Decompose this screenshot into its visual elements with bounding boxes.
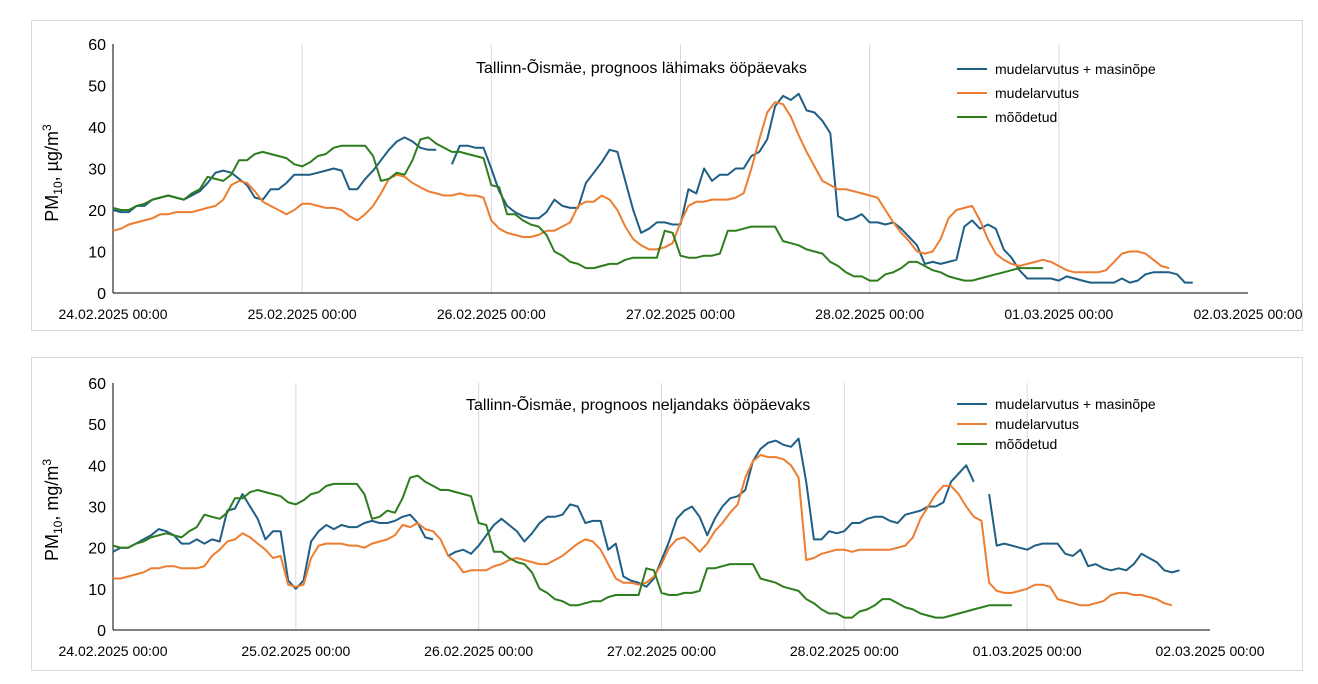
y-tick-label: 10 xyxy=(88,245,106,262)
x-tick-label: 27.02.2025 00:00 xyxy=(626,306,735,322)
y-tick-label: 50 xyxy=(88,417,106,434)
x-tick-label: 24.02.2025 00:00 xyxy=(59,643,168,659)
chart-top-svg: 24.02.2025 00:00 25.02.2025 00:00 26.02.20… xyxy=(40,37,1303,322)
legend-label: mudelarvutus + masinõpe xyxy=(995,396,1156,412)
chart-bottom-panel: 24.02.2025 00:00 25.02.2025 00:00 26.02.20… xyxy=(31,357,1303,671)
legend-label: mõõdetud xyxy=(995,109,1057,125)
y-tick-label: 60 xyxy=(88,37,106,54)
x-tick-label: 26.02.2025 00:00 xyxy=(424,643,533,659)
legend-label: mudelarvutus xyxy=(995,416,1079,432)
y-tick-label: 20 xyxy=(88,541,106,558)
x-tick-label: 28.02.2025 00:00 xyxy=(790,643,899,659)
x-tick-label: 02.03.2025 00:00 xyxy=(1156,643,1265,659)
y-tick-label: 10 xyxy=(88,582,106,599)
x-tick-label: 28.02.2025 00:00 xyxy=(815,306,924,322)
y-tick-label: 60 xyxy=(88,376,106,393)
x-tick-label: 25.02.2025 00:00 xyxy=(241,643,350,659)
x-tick-label: 02.03.2025 00:00 xyxy=(1194,306,1303,322)
x-tick-label: 01.03.2025 00:00 xyxy=(1004,306,1113,322)
y-tick-label: 40 xyxy=(88,458,106,475)
series-line xyxy=(112,136,1044,282)
series-line xyxy=(447,437,975,588)
legend-label: mudelarvutus + masinõpe xyxy=(995,61,1156,77)
y-tick-label: 0 xyxy=(97,623,106,640)
chart-title: Tallinn-Õismäe, prognoos neljandaks ööpä… xyxy=(466,394,810,414)
y-axis-label: PM10, mg/m3 xyxy=(40,459,65,561)
y-tick-label: 20 xyxy=(88,203,106,220)
series-line xyxy=(450,92,1193,284)
legend-label: mõõdetud xyxy=(995,436,1057,452)
x-tick-label: 01.03.2025 00:00 xyxy=(973,643,1082,659)
y-tick-label: 40 xyxy=(88,120,106,137)
series-line xyxy=(112,101,1170,274)
chart-top-panel: 24.02.2025 00:00 25.02.2025 00:00 26.02.20… xyxy=(31,20,1303,331)
series-line xyxy=(112,474,1012,619)
x-tick-label: 24.02.2025 00:00 xyxy=(59,306,168,322)
chart-title: Tallinn-Õismäe, prognoos lähimaks ööpäev… xyxy=(476,57,807,77)
x-tick-label: 26.02.2025 00:00 xyxy=(437,306,546,322)
chart-bottom-svg: 24.02.2025 00:00 25.02.2025 00:00 26.02.20… xyxy=(40,376,1265,659)
y-tick-label: 30 xyxy=(88,500,106,517)
legend-label: mudelarvutus xyxy=(995,85,1079,101)
y-tick-label: 30 xyxy=(88,162,106,179)
y-axis-label: PM10, µg/m3 xyxy=(40,124,65,222)
y-tick-label: 50 xyxy=(88,79,106,96)
y-tick-label: 0 xyxy=(97,286,106,303)
x-tick-label: 25.02.2025 00:00 xyxy=(248,306,357,322)
series-line xyxy=(112,136,437,214)
series-line xyxy=(112,493,434,590)
x-tick-label: 27.02.2025 00:00 xyxy=(607,643,716,659)
series-line xyxy=(988,493,1180,574)
